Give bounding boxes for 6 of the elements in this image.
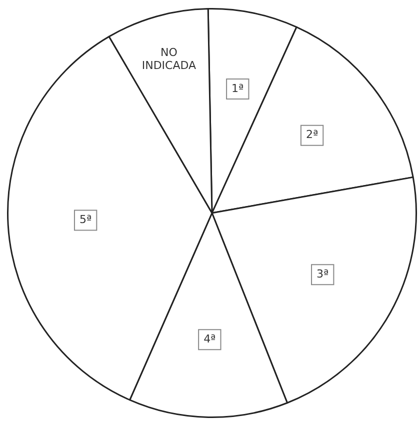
slice-label: 1ª	[232, 82, 244, 95]
slice-label: 5ª	[79, 213, 92, 226]
slice-label: 3ª	[316, 268, 329, 281]
slice-label: 4ª	[204, 332, 216, 346]
slice-label: NO INDICADA	[142, 46, 197, 72]
slice-label: 2ª	[306, 128, 318, 142]
